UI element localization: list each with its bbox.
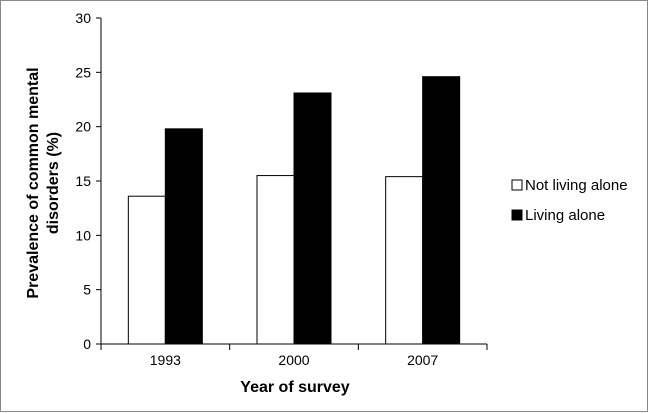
y-tick-label: 15	[75, 173, 91, 189]
x-tick-label: 2007	[407, 352, 438, 368]
y-axis-title-line-2: disorders (%)	[45, 132, 62, 234]
y-axis-title-line-1: Prevalence of common mental	[25, 67, 42, 298]
x-axis-title: Year of survey	[240, 379, 350, 396]
legend-label: Not living alone	[525, 177, 628, 194]
y-tick-label: 10	[75, 227, 91, 243]
bar-not-living-alone-1993	[127, 195, 166, 345]
bar-living-alone-2000	[293, 92, 332, 345]
y-tick-label: 20	[75, 119, 91, 135]
bar-not-living-alone-2007	[385, 176, 424, 345]
x-tick-label: 2000	[278, 352, 309, 368]
y-axis: 0 5 10 15 20 25 30	[75, 10, 102, 352]
x-tick-label: 1993	[150, 352, 181, 368]
y-tick-label: 30	[75, 10, 91, 26]
legend-swatch	[511, 209, 523, 221]
bars	[127, 76, 461, 345]
bar-living-alone-1993	[164, 128, 203, 345]
legend-label: Living alone	[525, 207, 605, 224]
y-tick-label: 0	[83, 336, 91, 352]
y-tick-label: 25	[75, 64, 91, 80]
x-axis: 1993 2000 2007	[100, 343, 488, 368]
legend: Not living alone Living alone	[511, 177, 628, 224]
legend-swatch	[511, 179, 523, 191]
y-tick-label: 5	[83, 282, 91, 298]
bar-living-alone-2007	[422, 76, 461, 345]
bar-not-living-alone-2000	[256, 175, 295, 345]
